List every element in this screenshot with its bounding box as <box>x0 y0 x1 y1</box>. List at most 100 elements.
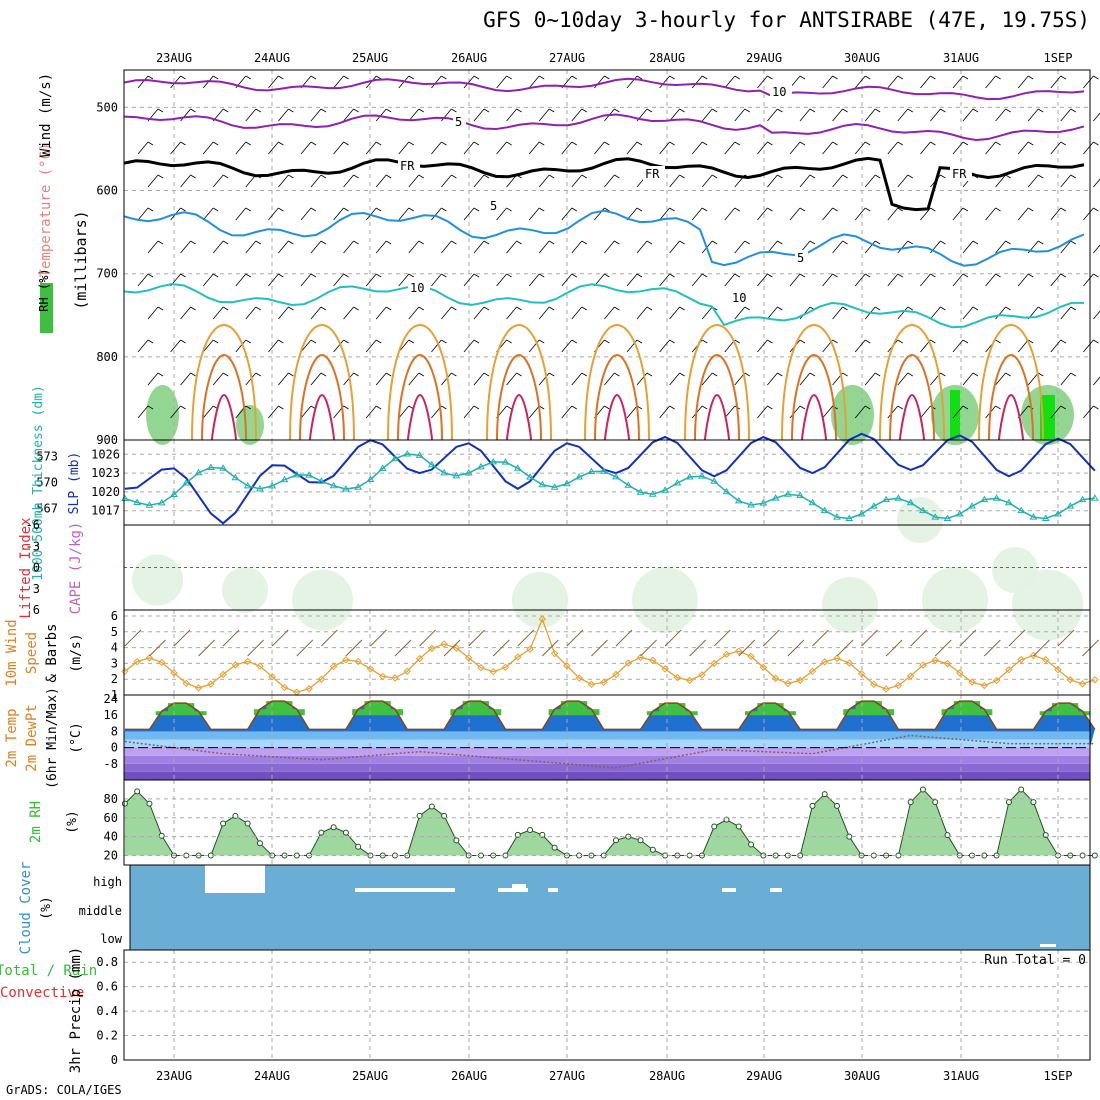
cloud-background <box>130 865 1090 950</box>
wind-barb <box>333 75 349 89</box>
wind-speed-point <box>452 644 461 652</box>
temp-warm-fill <box>352 709 367 716</box>
wind-speed-point <box>673 673 682 682</box>
wind-barb <box>1083 75 1099 89</box>
thickness-point <box>919 506 927 514</box>
thickness-point <box>747 501 755 508</box>
contour-label-bg <box>950 166 972 181</box>
temp-contour-25 <box>801 393 827 441</box>
y-tick-mb: 700 <box>96 267 118 281</box>
wind-barb <box>408 372 425 386</box>
temp-contour-15 <box>387 323 453 441</box>
wind-barb <box>757 207 773 221</box>
wind-barb-10m <box>1033 639 1050 657</box>
thickness-point <box>833 513 841 520</box>
temp-warm-fill <box>646 711 661 716</box>
temp-contour-25 <box>309 393 335 441</box>
temp-warm-fill <box>1052 703 1066 716</box>
temp-warm-fill <box>253 709 268 716</box>
rh-point <box>723 816 730 823</box>
wind-speed-point <box>735 647 743 655</box>
wind-barb <box>767 372 783 386</box>
y-tick-precip: 0.8 <box>96 955 118 969</box>
wind-barb <box>952 273 969 287</box>
wind-barb <box>343 306 359 320</box>
wind-barb <box>832 240 848 254</box>
rh-point <box>146 800 153 807</box>
thickness-point <box>1041 514 1050 521</box>
y-tick-slp: 1023 <box>91 466 120 480</box>
wind-barb <box>822 75 838 89</box>
thickness-point <box>943 514 952 521</box>
thickness-point <box>587 467 596 475</box>
temp-warm-fill <box>560 701 575 716</box>
wind-barb <box>887 273 904 287</box>
wind-barb <box>343 240 359 254</box>
wind-barb <box>268 273 284 287</box>
wind-barb <box>1017 207 1034 221</box>
wind-barb-10m <box>738 639 756 657</box>
thickness-point <box>133 498 142 505</box>
rh-point <box>416 812 423 819</box>
wind-speed-point <box>587 680 596 689</box>
wind-barb <box>995 372 1011 386</box>
wind-barb <box>180 240 196 254</box>
rh-point <box>919 786 926 793</box>
wind-barb <box>1060 372 1077 386</box>
wind-barb <box>832 174 848 188</box>
temp-contour-15 <box>191 323 257 441</box>
wind-barb-10m <box>468 629 485 647</box>
thickness-point <box>538 480 547 488</box>
thickness-point <box>317 477 326 484</box>
wind-barb <box>561 207 578 221</box>
y-tick-wind: 3 <box>111 656 118 670</box>
date-label-bottom: 24AUG <box>254 1069 290 1083</box>
wind-speed-point <box>207 680 215 688</box>
wind-barb <box>789 405 806 419</box>
wind-barb <box>278 240 294 254</box>
temp-contour-15 <box>289 323 355 441</box>
wind-barb <box>1017 75 1034 89</box>
wind-speed-point <box>158 658 166 667</box>
thickness-point <box>759 499 768 506</box>
wind-barb <box>365 207 382 221</box>
wind-barb <box>408 306 425 320</box>
wind-barb <box>431 75 447 89</box>
thickness-point <box>992 494 1001 501</box>
wind-barb <box>799 372 816 386</box>
date-label-bottom: 30AUG <box>844 1069 880 1083</box>
contour-label: FR <box>952 167 967 181</box>
wind-barb <box>1050 75 1067 89</box>
date-label-bottom: 26AUG <box>451 1069 487 1083</box>
rh-point <box>834 802 840 809</box>
temp-contour-20 <box>694 353 740 441</box>
wind-barb-10m <box>763 629 780 647</box>
thickness-point <box>563 479 571 487</box>
y-tick-wind: 2 <box>111 672 118 686</box>
date-label-bottom: 1SEP <box>1044 1069 1073 1083</box>
wind-barb <box>887 207 904 221</box>
wind-barb <box>333 339 349 353</box>
wind-barb <box>659 75 675 89</box>
rh-point <box>613 837 619 844</box>
contour-label: 10 <box>732 291 746 305</box>
wind-barb <box>538 306 555 320</box>
wind-barb <box>985 75 1001 89</box>
temp-contour-15 <box>879 323 945 441</box>
wind-barb <box>1050 273 1067 287</box>
wind-barb <box>691 405 708 419</box>
wind-barb <box>952 75 969 89</box>
wind-barb <box>343 174 359 188</box>
wind-barb <box>137 75 154 89</box>
wind-barb <box>1083 273 1099 287</box>
wind-barb <box>398 141 415 155</box>
wind-speed-point <box>575 674 583 682</box>
temp-contour-15 <box>781 323 847 441</box>
wind-barb <box>854 405 871 419</box>
wind-barb <box>365 405 382 419</box>
temp-label-b: 2m DewPt <box>24 704 40 771</box>
rh-shade-light <box>132 554 183 606</box>
wind-barb <box>604 306 620 320</box>
temp-contour-25 <box>998 393 1024 441</box>
